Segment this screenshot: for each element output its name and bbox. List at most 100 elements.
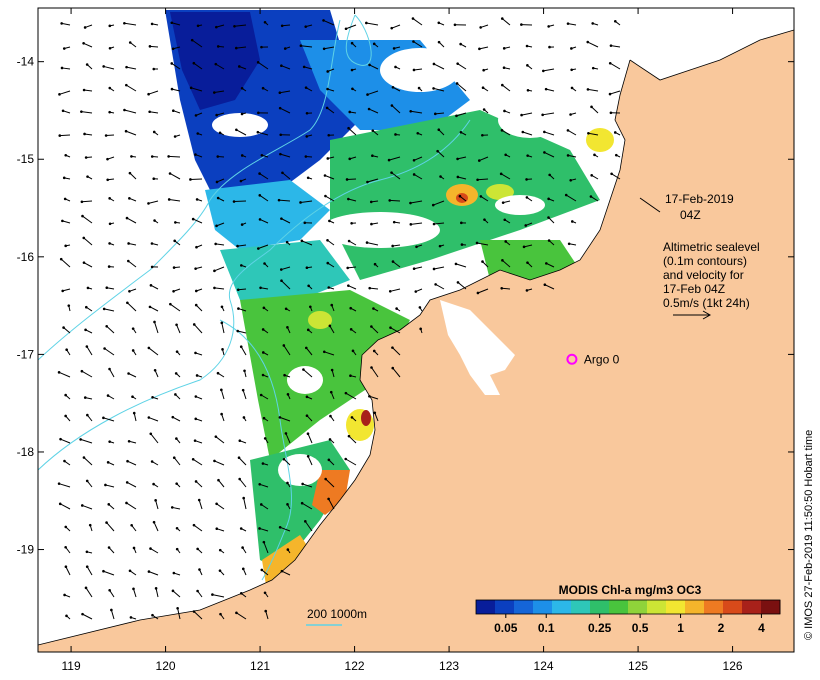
velocity-arrow-head xyxy=(86,413,89,417)
colorbar-swatch xyxy=(685,600,705,614)
velocity-arrow xyxy=(153,521,159,532)
velocity-arrow-head xyxy=(235,611,238,615)
velocity-arrow xyxy=(366,22,379,26)
velocity-arrow-head xyxy=(306,176,310,180)
velocity-arrow-head xyxy=(282,344,286,347)
velocity-arrow-head xyxy=(412,267,416,271)
velocity-arrow-head xyxy=(152,177,156,181)
velocity-arrow-head xyxy=(543,151,546,154)
velocity-arrow-head xyxy=(388,290,392,293)
velocity-arrow-head xyxy=(106,394,110,397)
velocity-arrow-head xyxy=(347,197,350,201)
velocity-arrow xyxy=(214,287,225,290)
velocity-arrow-head xyxy=(175,350,179,353)
velocity-arrow-head xyxy=(284,307,288,311)
velocity-arrow xyxy=(369,395,379,400)
velocity-arrow-head xyxy=(322,19,325,22)
velocity-arrow-head xyxy=(570,68,573,72)
velocity-arrow-head xyxy=(544,87,548,91)
velocity-arrow xyxy=(391,172,401,180)
contour-lines xyxy=(37,14,471,581)
velocity-arrow-head xyxy=(548,45,551,49)
velocity-arrow-head xyxy=(192,61,196,65)
velocity-arrow-head xyxy=(147,346,151,350)
velocity-arrow xyxy=(392,86,401,92)
velocity-arrow-head xyxy=(327,286,331,289)
velocity-arrow-head xyxy=(84,305,88,309)
velocity-arrow-head xyxy=(131,327,135,330)
velocity-arrow-head xyxy=(304,520,307,523)
velocity-arrow xyxy=(104,348,115,356)
velocity-arrow xyxy=(236,129,247,136)
velocity-arrow xyxy=(544,284,555,290)
velocity-arrow xyxy=(523,244,533,248)
velocity-arrow-head xyxy=(526,88,530,92)
chl-hotspot-5 xyxy=(312,470,350,515)
velocity-arrow-head xyxy=(526,154,529,157)
velocity-arrow-head xyxy=(522,245,526,249)
velocity-arrow-head xyxy=(80,369,84,373)
velocity-arrow xyxy=(282,24,291,27)
velocity-arrow-head xyxy=(613,131,617,134)
velocity-arrow xyxy=(128,373,137,378)
velocity-arrow xyxy=(61,22,71,26)
velocity-arrow xyxy=(328,498,335,510)
velocity-arrow xyxy=(348,198,357,202)
velocity-arrow-head xyxy=(175,323,178,327)
velocity-arrow xyxy=(127,460,137,466)
velocity-arrow xyxy=(348,435,357,444)
argo-float-marker[interactable] xyxy=(566,353,578,365)
colorbar-swatch xyxy=(590,600,610,614)
velocity-arrow xyxy=(390,288,401,292)
velocity-arrow-head xyxy=(542,69,545,73)
velocity-arrow xyxy=(371,367,379,378)
velocity-arrow-head xyxy=(416,131,420,135)
chl-region-teal xyxy=(205,180,330,250)
velocity-arrow-head xyxy=(152,67,156,71)
velocity-arrow-head xyxy=(591,66,595,70)
velocity-arrow-head xyxy=(148,110,151,114)
velocity-arrow xyxy=(234,200,247,203)
velocity-arrow-head xyxy=(366,180,369,184)
velocity-arrow xyxy=(172,506,181,510)
velocity-arrow-head xyxy=(328,438,332,441)
y-tick-label: -17 xyxy=(17,347,35,361)
velocity-arrow-head xyxy=(216,371,220,375)
velocity-arrow xyxy=(155,588,159,598)
velocity-arrow-head xyxy=(501,83,504,87)
velocity-arrow-head xyxy=(175,437,178,440)
velocity-arrow xyxy=(591,106,599,114)
velocity-arrow-head xyxy=(258,483,262,486)
velocity-arrow xyxy=(324,351,335,356)
velocity-arrow-head xyxy=(85,63,89,66)
velocity-arrow-head xyxy=(176,606,179,610)
velocity-arrow-head xyxy=(412,159,416,162)
velocity-arrow xyxy=(413,68,423,71)
velocity-arrow xyxy=(81,111,93,114)
velocity-arrow-head xyxy=(237,456,241,460)
velocity-legend-note: Altimetric sealevel (0.1m contours) and … xyxy=(663,240,760,320)
velocity-arrow-head xyxy=(86,286,90,290)
velocity-arrow-head xyxy=(108,440,111,443)
velocity-arrow-head xyxy=(170,87,174,91)
velocity-arrow xyxy=(237,330,247,334)
velocity-arrow-head xyxy=(285,240,289,244)
velocity-arrow-head xyxy=(129,616,133,619)
velocity-arrow-head xyxy=(217,478,220,482)
cloud-gap-6 xyxy=(495,195,545,215)
velocity-arrow-head xyxy=(388,199,392,202)
colorbar-tick-label: 0.1 xyxy=(538,621,555,635)
velocity-arrow xyxy=(236,46,247,49)
velocity-arrow-head xyxy=(500,17,504,20)
velocity-arrow-head xyxy=(327,497,330,501)
velocity-arrow-head xyxy=(324,194,327,198)
velocity-arrow-head xyxy=(261,462,265,465)
velocity-arrow xyxy=(413,174,423,180)
velocity-arrow xyxy=(126,502,137,510)
velocity-arrow-head xyxy=(218,548,222,552)
velocity-arrow xyxy=(150,548,159,554)
velocity-arrow-head xyxy=(501,201,505,204)
velocity-arrow-head xyxy=(84,328,87,332)
velocity-arrow-head xyxy=(108,110,111,114)
velocity-arrow xyxy=(281,280,291,290)
